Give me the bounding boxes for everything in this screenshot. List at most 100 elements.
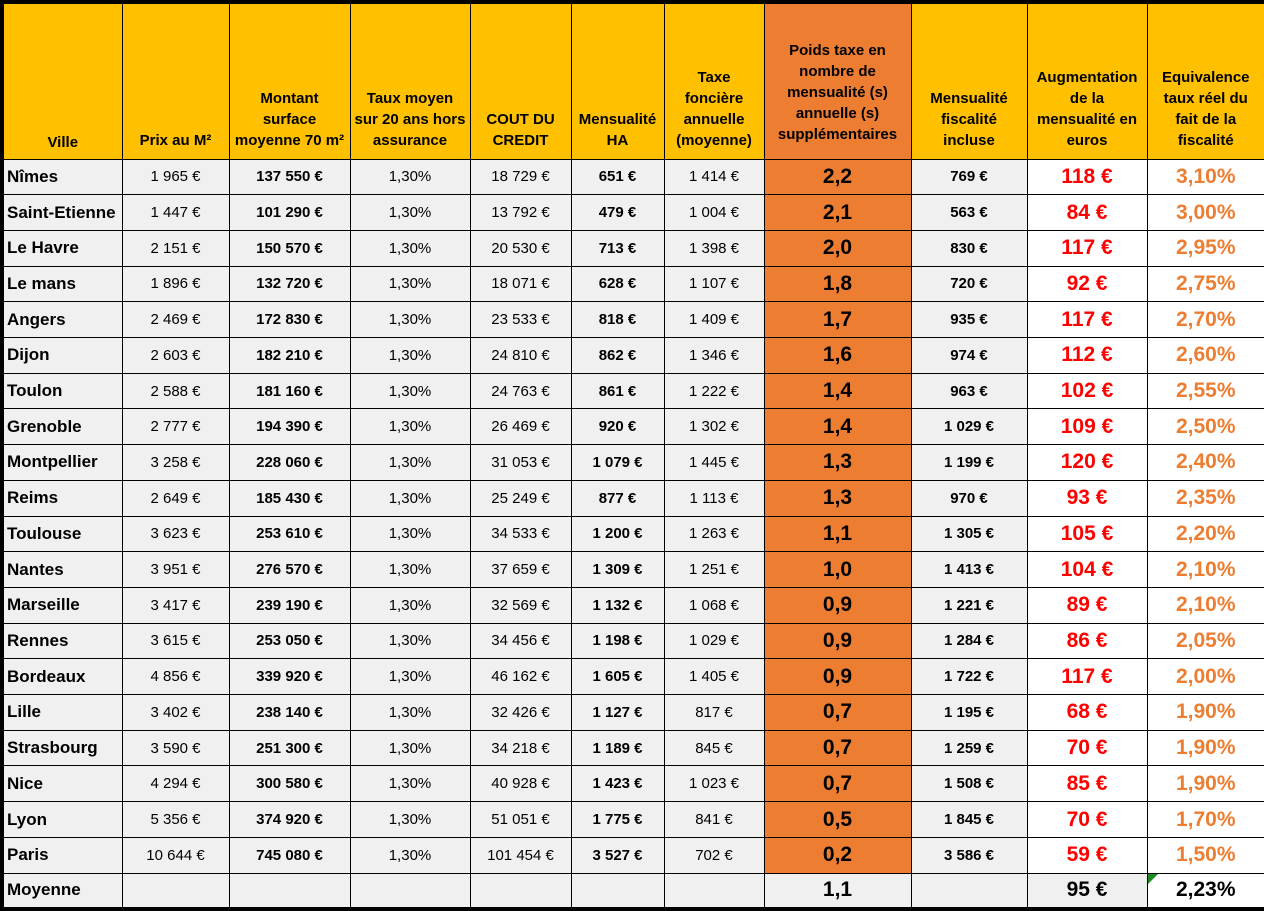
cell-cout[interactable]: 25 249 € bbox=[469, 479, 572, 517]
cell-prix[interactable]: 3 402 € bbox=[121, 694, 230, 731]
cell-fiscalite[interactable]: 1 722 € bbox=[910, 658, 1028, 696]
cell-equiv[interactable]: 1,50% bbox=[1146, 836, 1264, 874]
cell-cout[interactable]: 24 763 € bbox=[469, 372, 572, 410]
cell-poids[interactable]: 0,7 bbox=[763, 729, 912, 767]
cell-prix[interactable]: 3 623 € bbox=[121, 515, 230, 553]
cell-poids[interactable]: 0,7 bbox=[763, 765, 912, 803]
cell-montant[interactable]: 300 580 € bbox=[228, 765, 351, 803]
cell-montant[interactable]: 251 300 € bbox=[228, 729, 351, 767]
cell-poids[interactable]: 1,6 bbox=[763, 337, 912, 374]
cell-ville[interactable]: Nîmes bbox=[1, 158, 123, 196]
cell-ville[interactable]: Toulouse bbox=[1, 515, 123, 553]
cell-augment[interactable]: 70 € bbox=[1026, 801, 1148, 838]
summary-cell-augment[interactable]: 95 € bbox=[1026, 872, 1148, 910]
cell-fiscalite[interactable]: 1 029 € bbox=[910, 408, 1028, 446]
cell-augment[interactable]: 117 € bbox=[1026, 229, 1148, 267]
cell-mensualite[interactable]: 877 € bbox=[570, 479, 665, 517]
cell-augment[interactable]: 118 € bbox=[1026, 158, 1148, 196]
cell-mensualite[interactable]: 862 € bbox=[570, 337, 665, 374]
cell-taxe[interactable]: 1 113 € bbox=[663, 479, 765, 517]
cell-cout[interactable]: 51 051 € bbox=[469, 801, 572, 838]
cell-prix[interactable]: 3 590 € bbox=[121, 729, 230, 767]
cell-augment[interactable]: 86 € bbox=[1026, 622, 1148, 660]
cell-prix[interactable]: 2 588 € bbox=[121, 372, 230, 410]
cell-augment[interactable]: 105 € bbox=[1026, 515, 1148, 553]
cell-mensualite[interactable]: 861 € bbox=[570, 372, 665, 410]
cell-augment[interactable]: 112 € bbox=[1026, 337, 1148, 374]
cell-ville[interactable]: Bordeaux bbox=[1, 658, 123, 696]
cell-montant[interactable]: 374 920 € bbox=[228, 801, 351, 838]
cell-fiscalite[interactable]: 1 305 € bbox=[910, 515, 1028, 553]
cell-poids[interactable]: 0,9 bbox=[763, 586, 912, 624]
cell-ville[interactable]: Dijon bbox=[1, 337, 123, 374]
cell-ville[interactable]: Le mans bbox=[1, 265, 123, 303]
cell-prix[interactable]: 10 644 € bbox=[121, 836, 230, 874]
cell-poids[interactable]: 0,9 bbox=[763, 622, 912, 660]
cell-cout[interactable]: 20 530 € bbox=[469, 229, 572, 267]
cell-taux[interactable]: 1,30% bbox=[349, 515, 471, 553]
cell-taxe[interactable]: 1 251 € bbox=[663, 551, 765, 588]
cell-mensualite[interactable]: 818 € bbox=[570, 301, 665, 339]
summary-cell-fiscalite[interactable] bbox=[910, 872, 1028, 910]
summary-cell-cout[interactable] bbox=[469, 872, 572, 910]
cell-fiscalite[interactable]: 970 € bbox=[910, 479, 1028, 517]
cell-taxe[interactable]: 1 029 € bbox=[663, 622, 765, 660]
cell-cout[interactable]: 32 569 € bbox=[469, 586, 572, 624]
cell-cout[interactable]: 13 792 € bbox=[469, 194, 572, 231]
cell-mensualite[interactable]: 1 127 € bbox=[570, 694, 665, 731]
cell-augment[interactable]: 85 € bbox=[1026, 765, 1148, 803]
cell-poids[interactable]: 1,3 bbox=[763, 444, 912, 481]
summary-cell-montant[interactable] bbox=[228, 872, 351, 910]
cell-taux[interactable]: 1,30% bbox=[349, 479, 471, 517]
cell-poids[interactable]: 1,0 bbox=[763, 551, 912, 588]
cell-prix[interactable]: 3 258 € bbox=[121, 444, 230, 481]
cell-taux[interactable]: 1,30% bbox=[349, 551, 471, 588]
cell-equiv[interactable]: 1,90% bbox=[1146, 765, 1264, 803]
cell-fiscalite[interactable]: 974 € bbox=[910, 337, 1028, 374]
cell-augment[interactable]: 92 € bbox=[1026, 265, 1148, 303]
cell-mensualite[interactable]: 1 079 € bbox=[570, 444, 665, 481]
cell-augment[interactable]: 104 € bbox=[1026, 551, 1148, 588]
cell-equiv[interactable]: 2,75% bbox=[1146, 265, 1264, 303]
column-header-taux[interactable]: Taux moyen sur 20 ans hors assurance bbox=[349, 1, 471, 160]
cell-ville[interactable]: Saint-Etienne bbox=[1, 194, 123, 231]
column-header-ville[interactable]: Ville bbox=[1, 1, 123, 160]
cell-ville[interactable]: Marseille bbox=[1, 586, 123, 624]
cell-poids[interactable]: 2,0 bbox=[763, 229, 912, 267]
cell-taux[interactable]: 1,30% bbox=[349, 622, 471, 660]
cell-montant[interactable]: 239 190 € bbox=[228, 586, 351, 624]
cell-taux[interactable]: 1,30% bbox=[349, 658, 471, 696]
cell-augment[interactable]: 59 € bbox=[1026, 836, 1148, 874]
cell-prix[interactable]: 2 649 € bbox=[121, 479, 230, 517]
cell-augment[interactable]: 89 € bbox=[1026, 586, 1148, 624]
cell-mensualite[interactable]: 713 € bbox=[570, 229, 665, 267]
cell-cout[interactable]: 18 729 € bbox=[469, 158, 572, 196]
cell-montant[interactable]: 253 610 € bbox=[228, 515, 351, 553]
cell-poids[interactable]: 1,8 bbox=[763, 265, 912, 303]
cell-poids[interactable]: 1,4 bbox=[763, 408, 912, 446]
column-header-cout[interactable]: COUT DU CREDIT bbox=[469, 1, 572, 160]
cell-fiscalite[interactable]: 1 195 € bbox=[910, 694, 1028, 731]
cell-taxe[interactable]: 1 222 € bbox=[663, 372, 765, 410]
cell-ville[interactable]: Paris bbox=[1, 836, 123, 874]
cell-ville[interactable]: Lille bbox=[1, 694, 123, 731]
cell-prix[interactable]: 2 469 € bbox=[121, 301, 230, 339]
cell-fiscalite[interactable]: 3 586 € bbox=[910, 836, 1028, 874]
cell-mensualite[interactable]: 920 € bbox=[570, 408, 665, 446]
cell-cout[interactable]: 31 053 € bbox=[469, 444, 572, 481]
cell-cout[interactable]: 23 533 € bbox=[469, 301, 572, 339]
cell-fiscalite[interactable]: 1 845 € bbox=[910, 801, 1028, 838]
cell-taux[interactable]: 1,30% bbox=[349, 836, 471, 874]
cell-taxe[interactable]: 1 107 € bbox=[663, 265, 765, 303]
cell-taux[interactable]: 1,30% bbox=[349, 586, 471, 624]
cell-taxe[interactable]: 1 445 € bbox=[663, 444, 765, 481]
cell-equiv[interactable]: 2,70% bbox=[1146, 301, 1264, 339]
summary-cell-taxe[interactable] bbox=[663, 872, 765, 910]
cell-montant[interactable]: 253 050 € bbox=[228, 622, 351, 660]
cell-fiscalite[interactable]: 830 € bbox=[910, 229, 1028, 267]
cell-prix[interactable]: 2 151 € bbox=[121, 229, 230, 267]
cell-taux[interactable]: 1,30% bbox=[349, 301, 471, 339]
cell-montant[interactable]: 182 210 € bbox=[228, 337, 351, 374]
cell-poids[interactable]: 2,2 bbox=[763, 158, 912, 196]
cell-ville[interactable]: Angers bbox=[1, 301, 123, 339]
